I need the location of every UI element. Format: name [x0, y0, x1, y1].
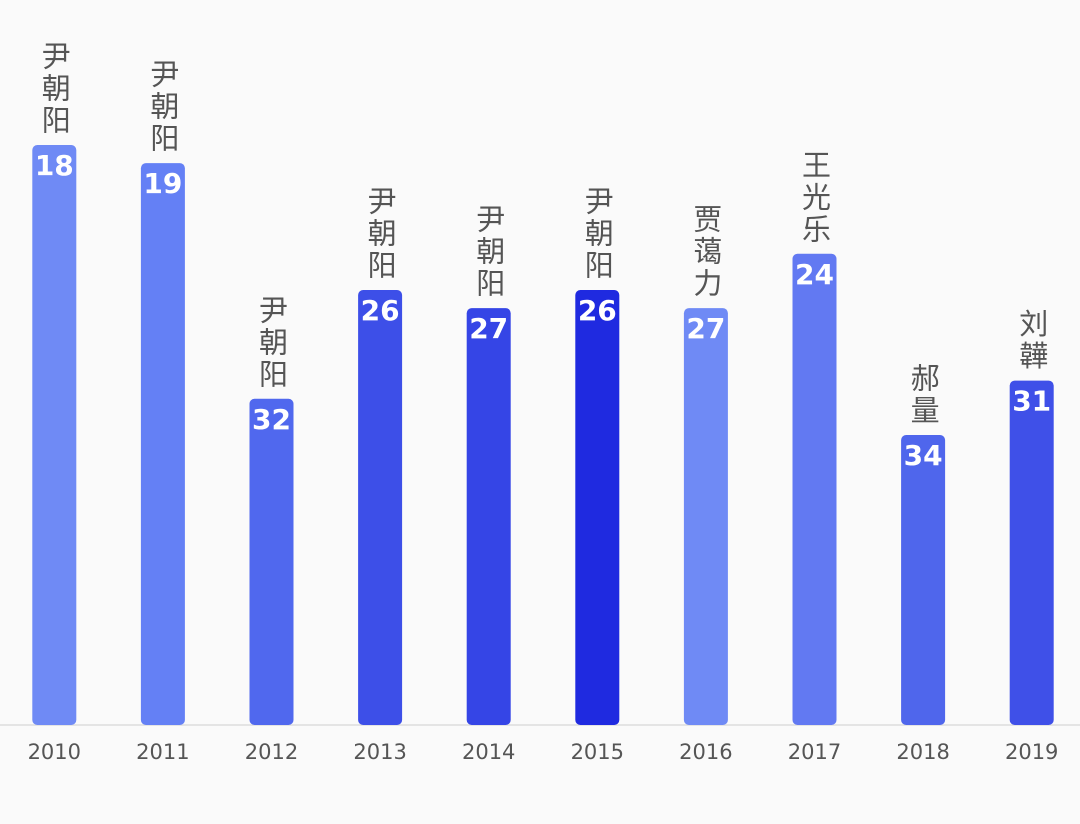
value-label: 18	[35, 149, 74, 182]
artist-name: 郝量	[906, 363, 940, 427]
bar	[575, 290, 620, 725]
bar	[1009, 380, 1054, 725]
bar	[792, 253, 837, 725]
bar	[466, 308, 511, 725]
value-label: 31	[1012, 385, 1051, 418]
value-label: 26	[578, 294, 617, 327]
bar	[140, 163, 185, 725]
x-tick-label: 2016	[679, 740, 732, 764]
x-tick-label: 2011	[136, 740, 189, 764]
value-label: 27	[469, 312, 508, 345]
artist-name: 尹朝阳	[146, 59, 180, 155]
value-label: 19	[143, 167, 182, 200]
bar	[249, 398, 294, 725]
bar	[32, 145, 77, 725]
value-label: 27	[686, 312, 725, 345]
x-tick-label: 2015	[571, 740, 624, 764]
artist-name: 尹朝阳	[37, 41, 71, 137]
artist-name: 王光乐	[798, 150, 832, 246]
artist-name: 贾蔼力	[689, 204, 723, 300]
bar	[901, 435, 946, 725]
value-label: 32	[252, 403, 291, 436]
x-tick-label: 2014	[462, 740, 515, 764]
artist-name: 尹朝阳	[472, 204, 506, 300]
artist-name: 尹朝阳	[580, 186, 614, 282]
artist-name: 刘韡	[1015, 308, 1049, 372]
x-tick-label: 2010	[28, 740, 81, 764]
value-label: 26	[361, 294, 400, 327]
artist-name: 尹朝阳	[363, 186, 397, 282]
value-label: 34	[904, 439, 943, 472]
bar	[683, 308, 728, 725]
value-label: 24	[795, 258, 834, 291]
x-tick-label: 2013	[353, 740, 406, 764]
x-tick-label: 2019	[1005, 740, 1058, 764]
x-tick-label: 2012	[245, 740, 298, 764]
bar	[358, 290, 403, 725]
x-tick-label: 2018	[896, 740, 949, 764]
x-tick-label: 2017	[788, 740, 841, 764]
artist-name: 尹朝阳	[255, 295, 289, 391]
